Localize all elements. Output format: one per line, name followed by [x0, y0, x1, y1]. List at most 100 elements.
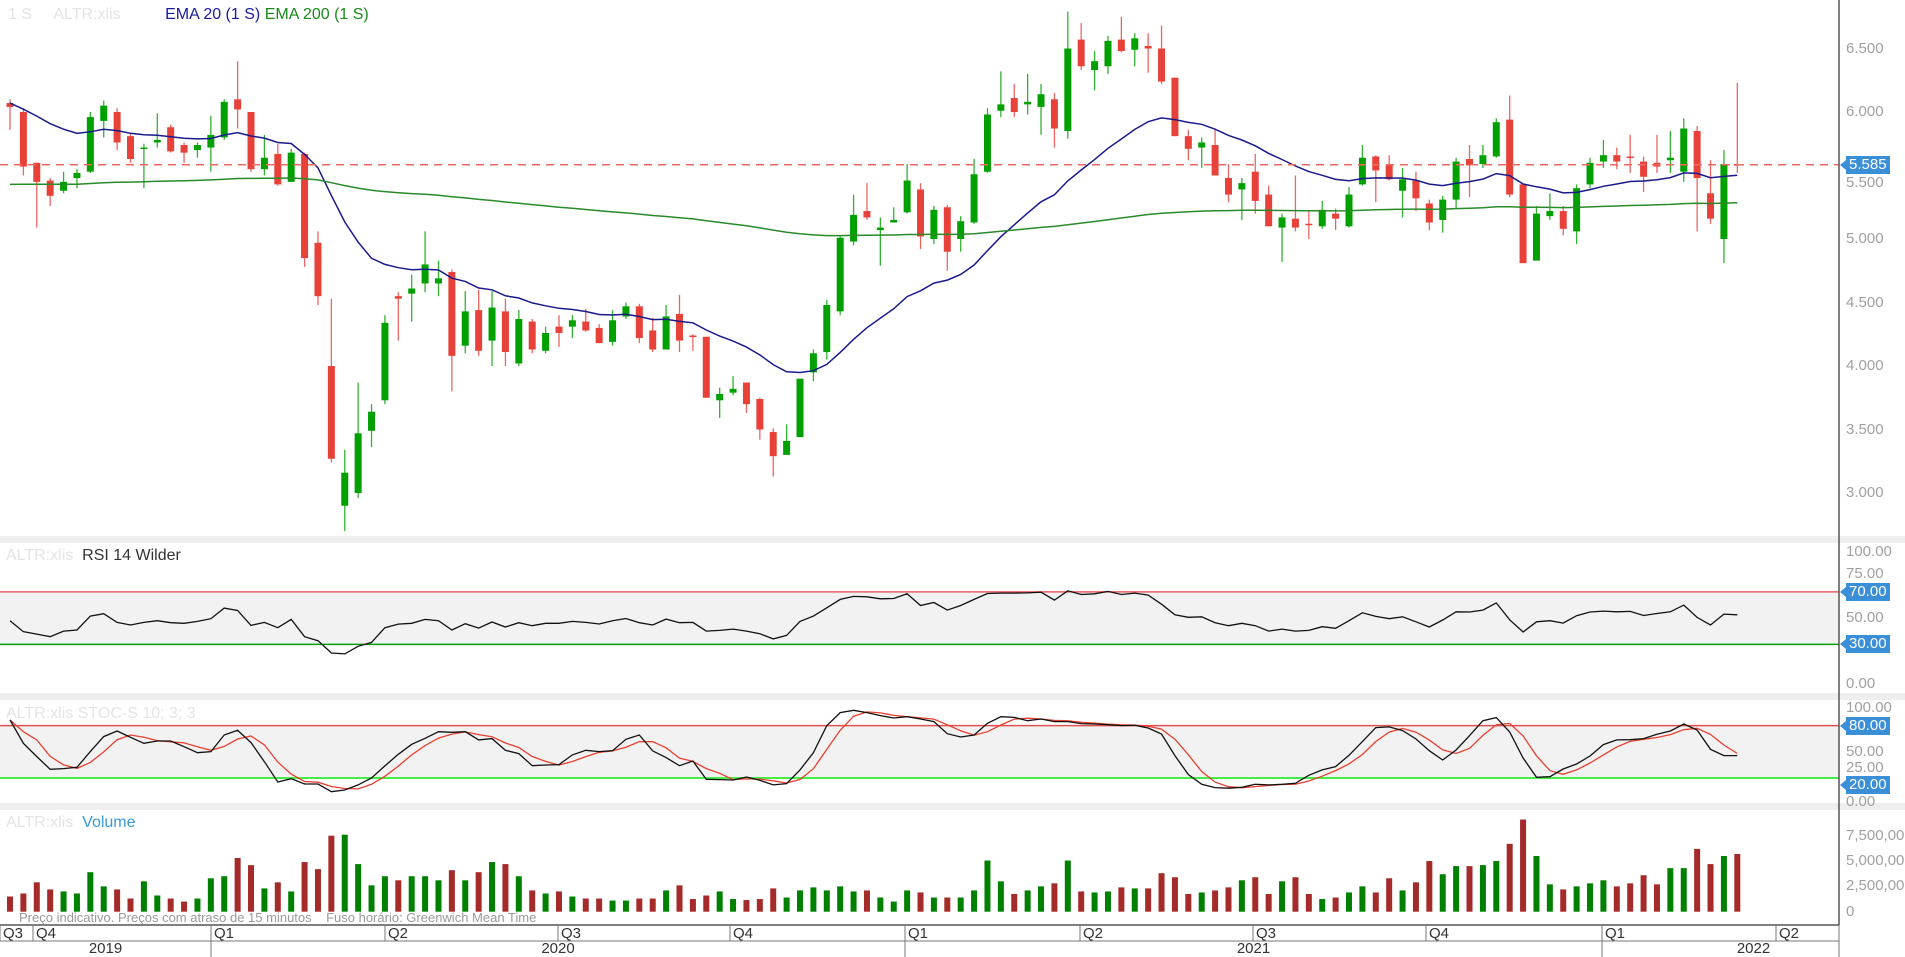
candle-up[interactable] [193, 145, 201, 151]
volume-bar[interactable] [1694, 848, 1701, 912]
candle-up[interactable] [488, 307, 496, 341]
volume-bar[interactable] [181, 901, 188, 912]
stoch-legend[interactable]: ALTR:xlis STOC-S 10; 3; 3 [6, 705, 196, 722]
candle-down[interactable] [274, 153, 282, 185]
pane-separator[interactable] [0, 693, 1905, 700]
volume-bar[interactable] [1359, 886, 1366, 912]
candle-up[interactable] [287, 152, 295, 182]
candle-up[interactable] [220, 101, 228, 138]
candle-down[interactable] [127, 136, 135, 159]
volume-bar[interactable] [1600, 880, 1607, 912]
candle-up[interactable] [1452, 161, 1460, 200]
volume-bar[interactable] [649, 898, 656, 912]
volume-bar[interactable] [703, 895, 710, 912]
volume-bar[interactable] [850, 891, 857, 912]
candle-up[interactable] [1037, 94, 1045, 107]
volume-bar[interactable] [1453, 866, 1460, 912]
candle-down[interactable] [475, 310, 483, 351]
volume-bar[interactable] [676, 885, 683, 912]
volume-label[interactable]: Volume [82, 814, 136, 831]
volume-bar[interactable] [194, 898, 201, 912]
candle-up[interactable] [153, 139, 161, 143]
candle-up[interactable] [609, 320, 617, 342]
candle-down[interactable] [1506, 119, 1514, 195]
candle-down[interactable] [689, 335, 697, 338]
candle-up[interactable] [1238, 183, 1246, 190]
volume-bar[interactable] [837, 886, 844, 912]
ema200-line[interactable] [9, 177, 1738, 237]
volume-bar[interactable] [1279, 881, 1286, 912]
candle-up[interactable] [1666, 157, 1674, 161]
volume-bar[interactable] [475, 872, 482, 912]
candle-up[interactable] [354, 433, 362, 493]
volume-bar[interactable] [1493, 861, 1500, 912]
volume-bar[interactable] [1667, 868, 1674, 912]
volume-bar[interactable] [1198, 892, 1205, 912]
volume-bar[interactable] [502, 864, 509, 912]
volume-bar[interactable] [1185, 893, 1192, 912]
candle-down[interactable] [1332, 213, 1340, 219]
volume-bar[interactable] [1680, 868, 1687, 912]
candle-up[interactable] [1198, 142, 1206, 148]
volume-bar[interactable] [1573, 886, 1580, 912]
volume-bar[interactable] [1078, 891, 1085, 912]
candle-up[interactable] [1278, 217, 1286, 228]
candle-down[interactable] [1693, 131, 1701, 179]
candle-down[interactable] [582, 321, 590, 331]
ema20-legend[interactable]: EMA 20 (1 S) [165, 6, 261, 23]
volume-bar[interactable] [1613, 886, 1620, 912]
candle-up[interactable] [1399, 179, 1407, 191]
volume-bar[interactable] [957, 897, 964, 912]
candle-up[interactable] [260, 157, 268, 170]
candle-up[interactable] [1024, 101, 1032, 105]
candle-down[interactable] [1117, 39, 1125, 52]
candle-down[interactable] [113, 112, 121, 143]
candle-down[interactable] [1224, 178, 1232, 195]
candle-up[interactable] [368, 411, 376, 431]
volume-bar[interactable] [1627, 883, 1634, 912]
candle-up[interactable] [930, 209, 938, 239]
candle-down[interactable] [756, 399, 764, 430]
candle-up[interactable] [716, 393, 724, 401]
candle-up[interactable] [1064, 48, 1072, 132]
candle-up[interactable] [60, 181, 68, 191]
candle-down[interactable] [555, 326, 563, 333]
candle-down[interactable] [1184, 136, 1192, 149]
candle-down[interactable] [501, 311, 509, 353]
volume-bar[interactable] [1319, 899, 1326, 912]
candle-down[interactable] [1211, 145, 1219, 176]
candle-down[interactable] [180, 145, 188, 153]
volume-bar[interactable] [87, 872, 94, 912]
volume-bar[interactable] [100, 886, 107, 912]
volume-bar[interactable] [569, 896, 576, 912]
volume-bar[interactable] [823, 890, 830, 912]
candle-up[interactable] [568, 320, 576, 327]
candle-down[interactable] [1626, 156, 1634, 158]
volume-bar[interactable] [1225, 887, 1232, 912]
volume-bar[interactable] [261, 888, 268, 912]
candle-up[interactable] [1318, 209, 1326, 227]
candle-up[interactable] [1091, 61, 1099, 71]
candle-up[interactable] [957, 221, 965, 239]
candle-up[interactable] [1104, 40, 1112, 67]
volume-bar[interactable] [529, 890, 536, 912]
candle-up[interactable] [997, 104, 1005, 111]
candle-down[interactable] [595, 327, 603, 344]
candle-down[interactable] [6, 103, 14, 107]
volume-bar[interactable] [448, 870, 455, 912]
volume-bar[interactable] [140, 881, 147, 912]
candle-up[interactable] [796, 378, 804, 438]
candle-down[interactable] [1412, 180, 1420, 199]
candle-down[interactable] [742, 382, 750, 405]
volume-bar[interactable] [1252, 877, 1259, 912]
volume-bar[interactable] [783, 897, 790, 912]
volume-bar[interactable] [1091, 892, 1098, 912]
volume-bar[interactable] [20, 893, 27, 912]
volume-bar[interactable] [60, 891, 67, 912]
volume-bar[interactable] [127, 898, 134, 912]
candle-down[interactable] [1010, 98, 1018, 112]
candle-down[interactable] [1050, 99, 1058, 129]
volume-bar[interactable] [207, 878, 214, 912]
volume-bar[interactable] [248, 865, 255, 912]
candle-up[interactable] [408, 288, 416, 294]
